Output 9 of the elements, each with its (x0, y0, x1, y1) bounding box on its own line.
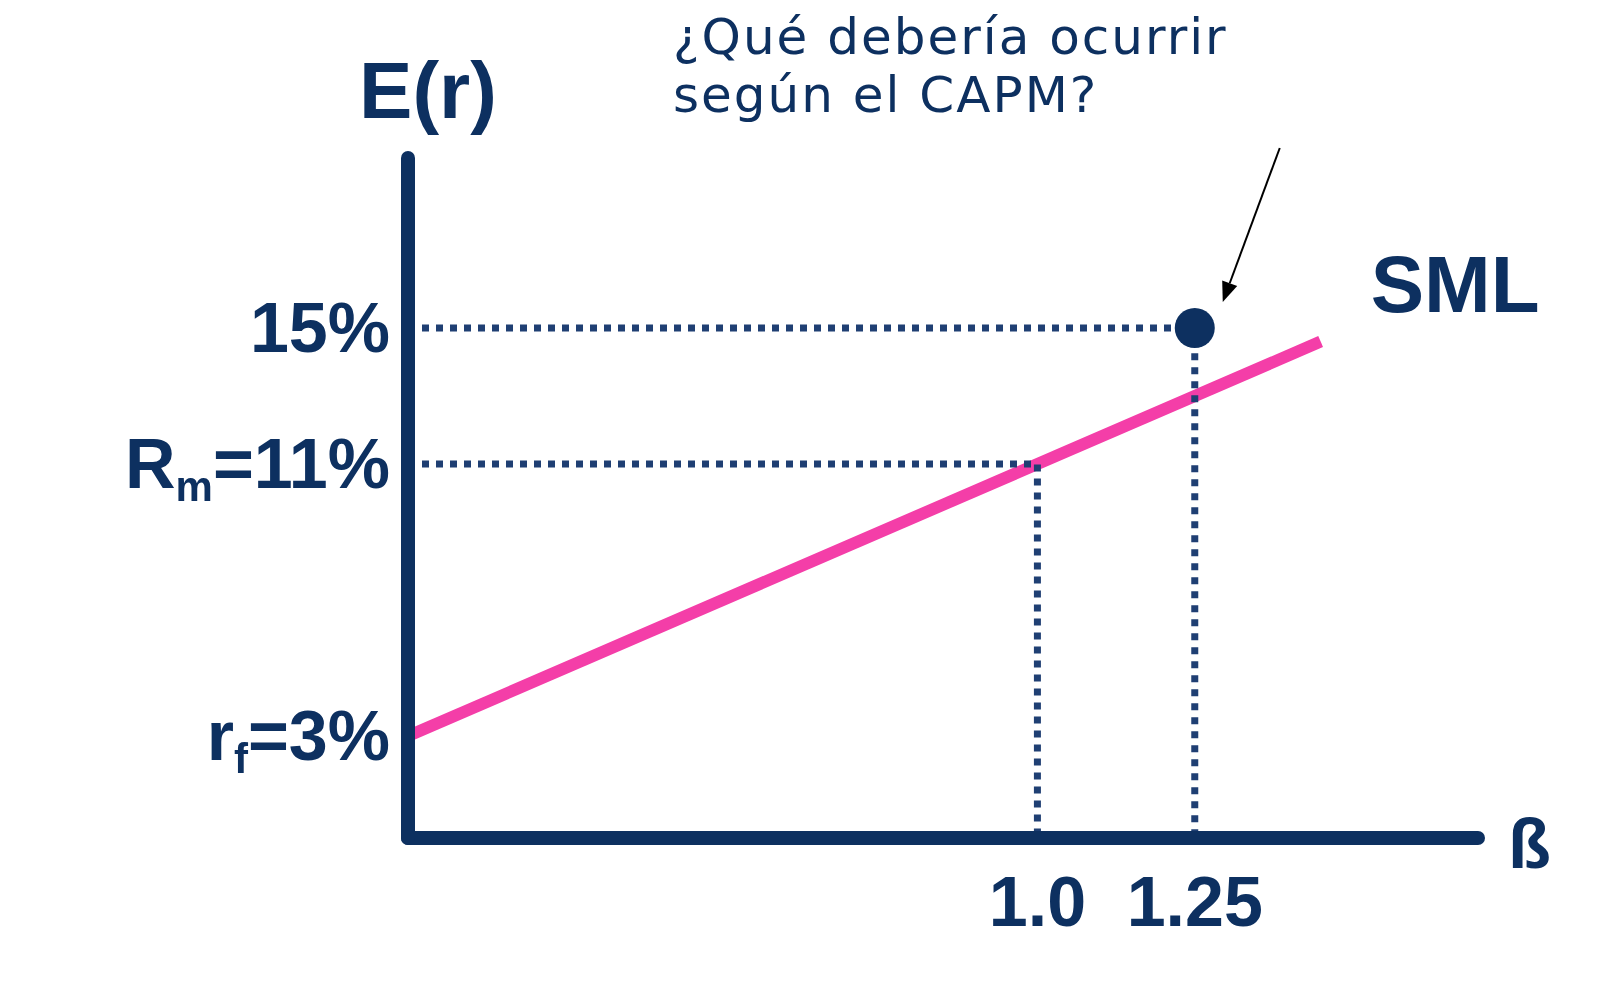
y-tick-label: 15% (249, 289, 390, 367)
x-tick-label: 1.25 (1126, 863, 1263, 941)
x-tick-label: 1.0 (988, 863, 1087, 941)
text: ¿Qué debería ocurrir según el CAPM? (673, 8, 1229, 124)
y-tick-label: R$_{m}$=11% (124, 425, 390, 510)
x-axis-title: ß (1508, 805, 1551, 883)
y-axis-title: E(r) (359, 46, 497, 135)
series-label: SML (1370, 239, 1540, 329)
y-tick-label: r$_{f}$=3% (206, 697, 390, 782)
